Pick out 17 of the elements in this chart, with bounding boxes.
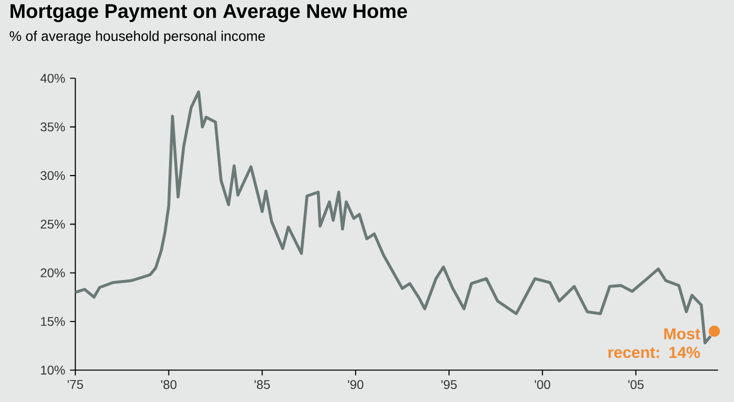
chart-subtitle: % of average household personal income: [10, 30, 265, 44]
chart-title: Mortgage Payment on Average New Home: [10, 4, 408, 22]
x-tick-label: '90: [348, 380, 364, 390]
annotation: Most recent: 14%: [608, 328, 700, 358]
x-tick-label: '00: [534, 380, 550, 390]
y-tick-label: 40%: [40, 74, 65, 83]
x-tick-label: '75: [68, 380, 84, 389]
y-tick-label: 20%: [40, 268, 65, 278]
y-tick-label: 10%: [41, 366, 65, 375]
x-tick-label: '05: [628, 380, 644, 390]
y-tick-label: 35%: [40, 122, 65, 132]
y-tick-label: 30%: [40, 171, 65, 180]
x-tick-label: '95: [441, 380, 457, 390]
x-tick-label: '85: [254, 380, 270, 390]
x-tick-label: '80: [161, 380, 176, 390]
y-tick-label: 25%: [40, 220, 65, 229]
y-tick-label: 15%: [41, 317, 65, 326]
